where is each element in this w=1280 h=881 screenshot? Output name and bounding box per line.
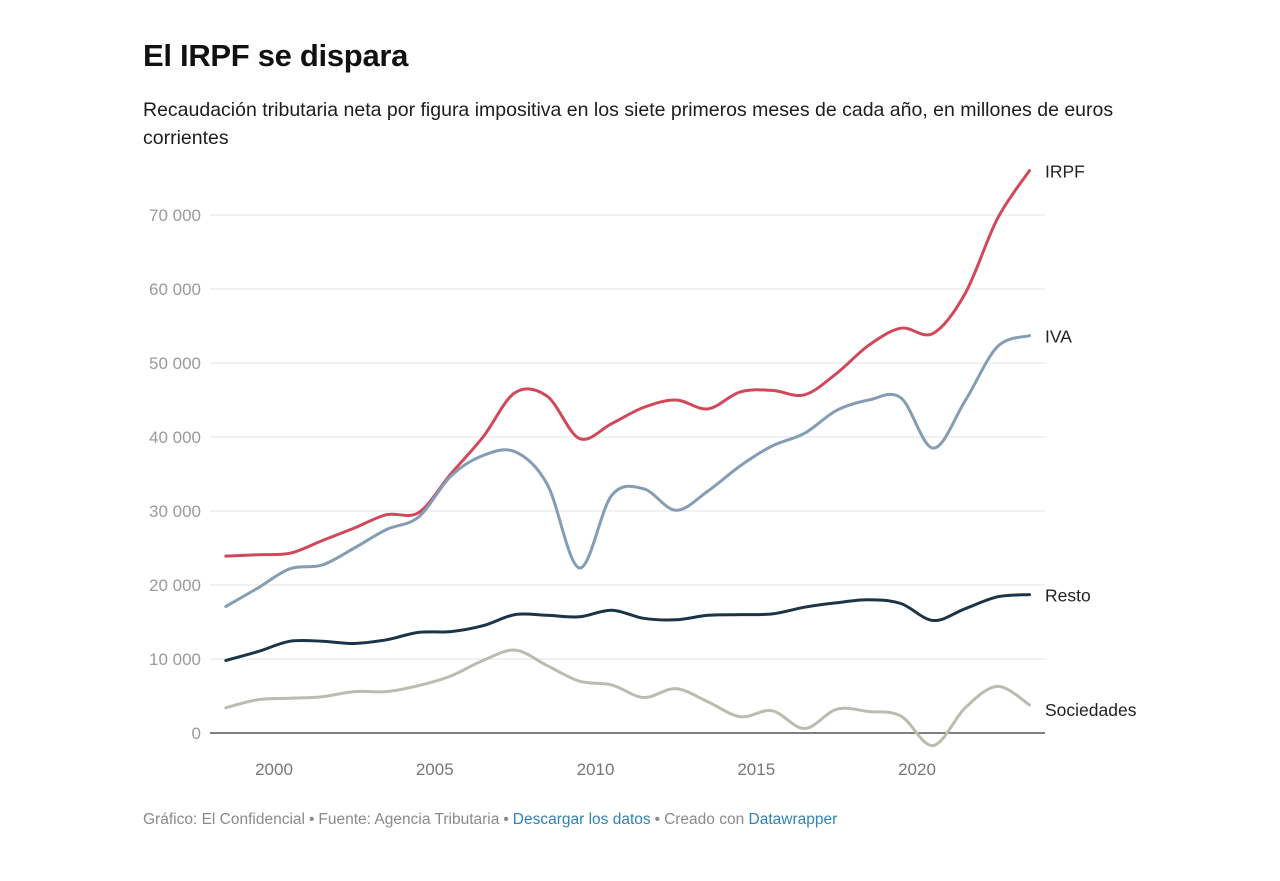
download-data-link[interactable]: Descargar los datos: [512, 811, 651, 828]
x-tick-label: 2000: [255, 760, 293, 779]
series-label-sociedades: Sociedades: [1045, 700, 1137, 720]
x-tick-label: 2010: [577, 760, 615, 779]
y-tick-label: 70 000: [149, 206, 201, 225]
chart-subtitle: Recaudación tributaria neta por figura i…: [143, 99, 1114, 149]
chart-footer: Gráfico: El Confidencial • Fuente: Agencia…: [143, 811, 838, 828]
y-tick-label: 30 000: [149, 502, 201, 521]
series-label-irpf: IRPF: [1045, 162, 1085, 182]
y-tick-label: 50 000: [149, 354, 201, 373]
series-line-irpf: [224, 169, 1031, 558]
x-tick-label: 2005: [416, 760, 454, 779]
series-line-sociedades: [224, 648, 1031, 748]
y-tick-label: 40 000: [149, 428, 201, 447]
y-tick-label: 0: [192, 724, 201, 743]
footer-created-with: Creado con: [664, 811, 745, 828]
y-tick-label: 10 000: [149, 650, 201, 669]
series-label-iva: IVA: [1045, 327, 1072, 347]
y-tick-label: 60 000: [149, 280, 201, 299]
datawrapper-link[interactable]: Datawrapper: [748, 811, 838, 828]
y-tick-label: 20 000: [149, 576, 201, 595]
x-tick-label: 2015: [737, 760, 775, 779]
x-tick-label: 2020: [898, 760, 936, 779]
footer-credit: Gráfico: El Confidencial: [143, 811, 305, 828]
footer-source: Fuente: Agencia Tributaria: [318, 811, 500, 828]
series-label-resto: Resto: [1045, 586, 1091, 606]
chart-title: El IRPF se dispara: [143, 38, 409, 73]
series-line-resto: [224, 593, 1031, 662]
series-line-iva: [224, 334, 1031, 608]
